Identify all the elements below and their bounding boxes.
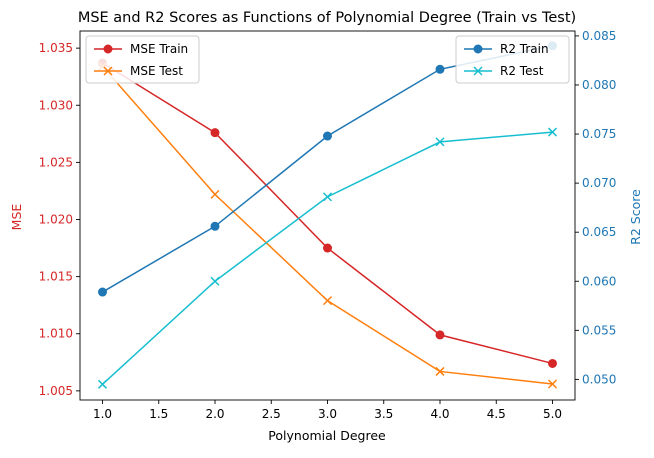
point-mse-train-4 — [435, 330, 445, 340]
x-tick-label-2-5: 2.5 — [262, 407, 281, 421]
point-mse-train-3 — [323, 243, 332, 253]
left-tick-label-1-025: 1.025 — [39, 155, 73, 169]
point-mse-test-3 — [322, 296, 333, 306]
legend-layer: MSE Train MSE Test R2 Train R2 Test — [85, 35, 570, 84]
point-mse-test-4 — [435, 366, 445, 376]
right-tick-label-0-055: 0.055 — [582, 323, 616, 337]
legend-marker-mse-train — [103, 44, 113, 54]
point-mse-train-2 — [210, 128, 220, 138]
point-r2-train-2 — [210, 221, 220, 231]
point-mse-test-5 — [547, 379, 558, 389]
legend-label-mse-test: MSE Test — [130, 64, 183, 78]
right-axis-label: R2 Score — [628, 189, 643, 245]
left-tick-label-1-015: 1.015 — [39, 270, 73, 284]
x-tick-label-4-5: 4.5 — [487, 407, 506, 421]
left-axis-label: MSE — [9, 204, 24, 231]
right-tick-label-0-085: 0.085 — [582, 29, 616, 43]
point-r2-train-3 — [323, 131, 332, 141]
x-tick-label-1-5: 1.5 — [149, 407, 168, 421]
point-r2-train-4 — [435, 64, 445, 74]
x-axis-label: Polynomial Degree — [268, 428, 386, 443]
legend-marker-mse-test — [103, 66, 113, 76]
x-tick-label-1: 1.0 — [93, 407, 112, 421]
series-mse-train — [98, 58, 557, 368]
left-tick-label-1-035: 1.035 — [39, 41, 73, 55]
point-r2-test-3 — [322, 192, 333, 202]
legend-label-r2-train: R2 Train — [500, 42, 549, 56]
plot-frame — [79, 30, 576, 401]
point-r2-test-5 — [547, 127, 558, 137]
point-r2-test-2 — [210, 276, 220, 286]
point-mse-train-5 — [548, 358, 557, 368]
x-tick-label-4: 4.0 — [430, 407, 449, 421]
right-tick-label-0-08: 0.080 — [582, 78, 616, 92]
point-mse-test-2 — [210, 189, 220, 199]
series-r2-test — [97, 127, 558, 389]
legend-upper-right: R2 Train R2 Test — [455, 35, 570, 84]
series-layer — [97, 41, 558, 389]
x-tick-label-2: 2.0 — [205, 407, 224, 421]
right-tick-label-0-06: 0.060 — [582, 274, 616, 288]
series-line-mse-train — [102, 62, 553, 365]
right-tick-label-0-07: 0.070 — [582, 176, 616, 190]
legend-marker-r2-train — [473, 44, 483, 54]
legend-marker-r2-test — [473, 66, 483, 76]
right-tick-label-0-05: 0.050 — [582, 372, 616, 386]
legend-upper-left: MSE Train MSE Test — [85, 35, 200, 84]
chart-title: MSE and R2 Scores as Functions of Polyno… — [78, 10, 576, 26]
series-line-mse-test — [101, 65, 553, 385]
x-tick-label-3-5: 3.5 — [374, 407, 393, 421]
point-r2-test-1 — [97, 379, 108, 389]
x-tick-label-5: 5.0 — [543, 407, 562, 421]
point-r2-test-4 — [435, 137, 445, 147]
right-tick-label-0-065: 0.065 — [582, 225, 616, 239]
legend-label-r2-test: R2 Test — [500, 64, 544, 78]
left-tick-label-1-005: 1.005 — [39, 384, 73, 398]
series-mse-test — [97, 61, 558, 389]
right-tick-label-0-075: 0.075 — [582, 127, 616, 141]
left-tick-label-1-03: 1.030 — [39, 98, 73, 112]
legend-label-mse-train: MSE Train — [130, 42, 188, 56]
left-tick-label-1-02: 1.020 — [39, 212, 73, 226]
x-tick-label-3: 3.0 — [318, 407, 337, 421]
left-tick-label-1-01: 1.010 — [39, 327, 73, 341]
axes-layer: 1.0 1.5 2.0 2.5 3.0 3.5 4.0 4.5 5.0 1.005 1.010 1.0… — [39, 29, 617, 421]
point-r2-train-1 — [98, 287, 107, 297]
